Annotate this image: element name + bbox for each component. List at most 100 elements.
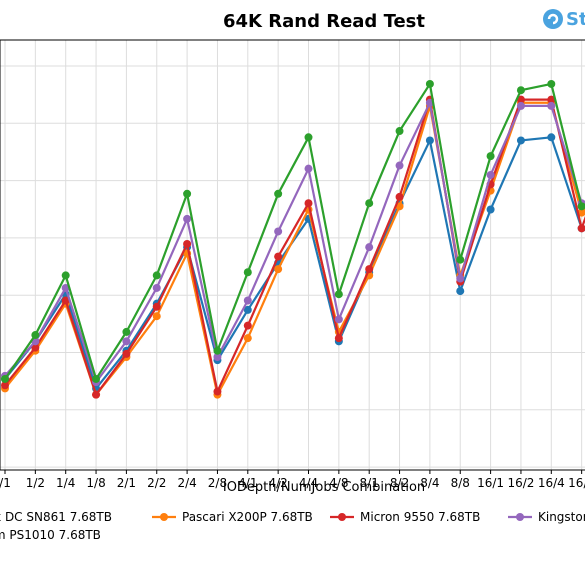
legend-swatch-marker	[516, 513, 524, 521]
x-tick-label: 1/4	[56, 476, 75, 490]
x-tick-label: 16/4	[538, 476, 565, 490]
data-point	[31, 343, 40, 352]
chart-title: 64K Rand Read Test	[223, 11, 425, 32]
data-point	[122, 337, 131, 346]
legend-item: adigm PS1010 7.68TB	[0, 528, 101, 542]
data-point	[304, 199, 313, 208]
data-point	[577, 202, 585, 211]
x-tick-label: 8/4	[420, 476, 439, 490]
data-point	[395, 192, 404, 201]
data-point	[456, 255, 465, 264]
x-tick-label: 16/1	[477, 476, 504, 490]
data-point	[547, 95, 556, 104]
series	[1, 98, 585, 387]
data-point	[274, 227, 283, 236]
data-point	[183, 189, 192, 198]
data-point	[92, 390, 101, 399]
data-point	[183, 214, 192, 223]
x-tick-label: 1/2	[26, 476, 45, 490]
data-point	[547, 79, 556, 88]
data-point	[304, 164, 313, 173]
x-tick-label: 1/8	[86, 476, 105, 490]
legend-label: Kingston	[538, 510, 585, 524]
x-axis-label: IODepth/NumJobs Combination	[223, 480, 425, 495]
data-point	[486, 205, 495, 214]
plot-frame	[0, 39, 585, 471]
series-line	[4, 82, 585, 381]
series-line	[4, 101, 585, 384]
data-point	[1, 381, 9, 390]
storagereview-logo-icon	[543, 9, 563, 29]
data-point	[243, 296, 252, 305]
grid	[0, 40, 585, 470]
x-tick-label: 4/4	[299, 476, 318, 490]
data-point	[425, 79, 434, 88]
legend-item: aDisk DC SN861 7.68TB	[0, 510, 112, 524]
x-tick-label: 2/2	[147, 476, 166, 490]
series-line	[4, 136, 585, 390]
x-tick-label: 16/2	[507, 476, 534, 490]
data-point	[243, 334, 252, 343]
x-tick-label: 4/1	[238, 476, 257, 490]
data-point	[274, 189, 283, 198]
data-point	[365, 243, 374, 252]
data-point	[152, 312, 161, 321]
data-point	[61, 296, 70, 305]
series-line	[4, 101, 585, 396]
data-point	[92, 374, 101, 383]
data-point	[122, 327, 131, 336]
data-point	[547, 133, 556, 142]
data-point	[425, 136, 434, 145]
data-point	[334, 290, 343, 299]
data-point	[31, 331, 40, 340]
data-point	[365, 265, 374, 274]
x-tick-label: 4/8	[329, 476, 348, 490]
logo: St	[543, 9, 585, 30]
data-point	[304, 133, 313, 142]
x-tick-label: /1	[0, 476, 11, 490]
x-tick-label: 4/2	[268, 476, 287, 490]
legend: aDisk DC SN861 7.68TB Pascari X200P 7.68T…	[0, 510, 585, 542]
data-point	[577, 224, 585, 233]
data-point	[243, 321, 252, 330]
series-line	[4, 98, 585, 396]
x-tick-label: 2/4	[177, 476, 196, 490]
data-point	[122, 349, 131, 358]
data-point	[213, 346, 222, 355]
data-point	[152, 271, 161, 280]
data-point	[456, 274, 465, 283]
legend-item: Kingston	[508, 510, 585, 524]
data-point	[516, 136, 525, 145]
data-point	[456, 287, 465, 296]
data-point	[516, 101, 525, 110]
x-tick-label: 2/1	[117, 476, 136, 490]
data-point	[274, 252, 283, 261]
data-point	[395, 127, 404, 136]
data-point	[274, 265, 283, 274]
legend-swatch-marker	[338, 513, 346, 521]
x-tick-label: 16/8	[568, 476, 585, 490]
data-point	[486, 170, 495, 179]
series	[1, 79, 585, 383]
data-point	[213, 353, 222, 362]
data-point	[243, 268, 252, 277]
x-tick-label: 8/2	[390, 476, 409, 490]
x-tick-label: 8/1	[360, 476, 379, 490]
data-point	[486, 152, 495, 161]
data-point	[1, 374, 9, 383]
data-point	[243, 305, 252, 314]
data-point	[61, 271, 70, 280]
data-point	[516, 95, 525, 104]
data-point	[334, 315, 343, 324]
data-point	[152, 302, 161, 311]
legend-item: Pascari X200P 7.68TB	[152, 510, 313, 524]
legend-label: Pascari X200P 7.68TB	[182, 510, 313, 524]
data-point	[516, 86, 525, 95]
x-tick-label: 8/8	[451, 476, 470, 490]
legend-label: Micron 9550 7.68TB	[360, 510, 480, 524]
legend-swatch-marker	[160, 513, 168, 521]
data-point	[183, 240, 192, 249]
data-point	[395, 161, 404, 170]
x-ticks: /1 1/2 1/4 1/8 2/1 2/2 2/4 2/8 4/1 4/2 4/4 4/8 8/1 8/…	[0, 470, 585, 490]
